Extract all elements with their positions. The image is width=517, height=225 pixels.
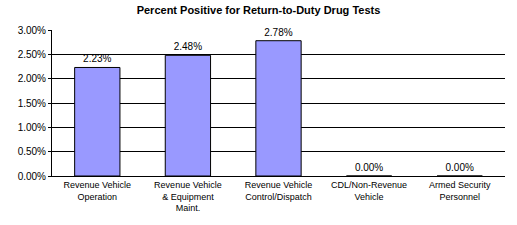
svg-text:Revenue Vehicle& EquipmentMain: Revenue Vehicle& EquipmentMaint. (154, 180, 222, 213)
svg-text:0.50%: 0.50% (18, 146, 46, 157)
svg-text:Revenue VehicleControl/Dispatc: Revenue VehicleControl/Dispatch (245, 180, 313, 202)
svg-text:2.23%: 2.23% (83, 53, 111, 64)
svg-text:1.50%: 1.50% (18, 98, 46, 109)
svg-text:0.00%: 0.00% (355, 162, 383, 173)
svg-text:0.00%: 0.00% (18, 171, 46, 182)
svg-text:3.00%: 3.00% (18, 25, 46, 36)
svg-text:2.48%: 2.48% (174, 41, 202, 52)
svg-text:1.00%: 1.00% (18, 122, 46, 133)
svg-text:2.50%: 2.50% (18, 49, 46, 60)
svg-text:Percent Positive for Return-to: Percent Positive for Return-to-Duty Drug… (137, 4, 381, 16)
svg-text:0.00%: 0.00% (445, 162, 473, 173)
svg-text:2.00%: 2.00% (18, 73, 46, 84)
svg-text:2.78%: 2.78% (264, 27, 292, 38)
svg-text:Revenue VehicleOperation: Revenue VehicleOperation (64, 180, 132, 202)
svg-text:Armed SecurityPersonnel: Armed SecurityPersonnel (429, 180, 491, 202)
svg-text:CDL/Non-RevenueVehicle: CDL/Non-RevenueVehicle (331, 180, 407, 202)
